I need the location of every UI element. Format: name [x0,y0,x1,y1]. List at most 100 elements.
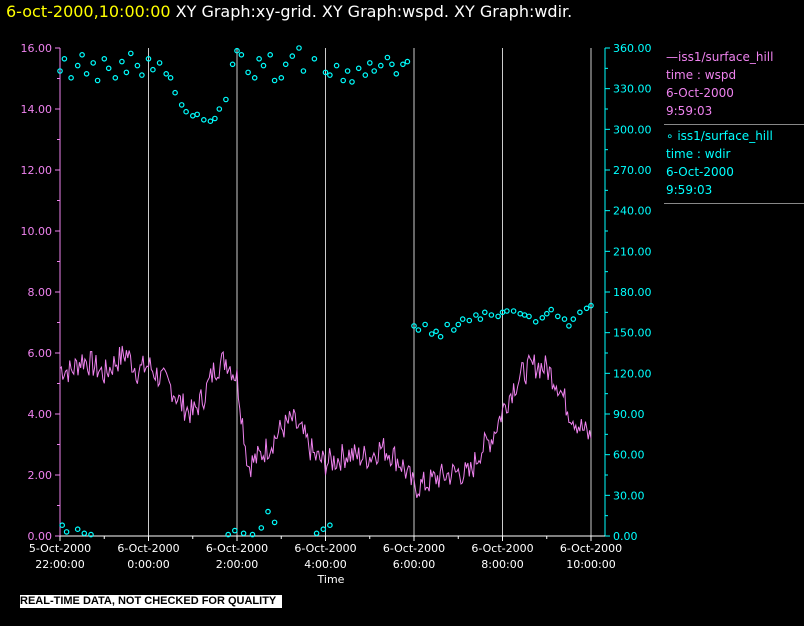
right-tick-label: 150.00 [613,327,652,340]
wdir-point [466,317,473,324]
wdir-point [94,77,101,84]
wdir-point [156,60,163,66]
wdir-point [333,62,340,69]
right-tick-label: 180.00 [613,286,652,299]
wdir-point [79,51,85,58]
wdir-point [311,55,318,62]
legend-entry-wspd: —iss1/surface_hill time : wspd 6-Oct-200… [664,46,804,125]
wdir-point [289,53,296,59]
wdir-point [234,47,240,54]
wdir-point [384,54,391,61]
right-tick-label: 300.00 [613,123,652,136]
wspd-line [59,345,592,498]
x-tick-time: 0:00:00 [127,558,169,571]
wdir-point [88,531,94,538]
wdir-point [139,72,145,78]
wdir-point [207,118,214,125]
wdir-point [190,113,196,119]
wdir-point [400,61,406,68]
x-tick-time: 4:00:00 [304,558,346,571]
wdir-point [119,58,125,65]
right-tick-label: 30.00 [613,489,645,502]
title-timestamp: 6-oct-2000,10:00:00 [6,2,171,21]
wdir-point [554,313,561,320]
x-tick-date: 6-Oct-2000 [560,542,622,555]
wdir-point [433,328,439,335]
wdir-point [327,72,333,78]
wdir-point [201,117,207,123]
wdir-point [167,75,174,81]
wdir-point [112,75,119,81]
x-tick-time: 10:00:00 [566,558,615,571]
quality-notice: REAL-TIME DATA, NOT CHECKED FOR QUALITY [20,595,283,608]
wdir-point [355,65,362,72]
wdir-point [61,55,68,62]
wdir-point [245,69,251,76]
wdir-point [57,68,63,74]
wdir-point [459,316,466,322]
right-tick-label: 360.00 [613,42,652,55]
right-tick-label: 270.00 [613,164,652,177]
wdir-point [411,323,417,329]
wdir-point [63,529,70,535]
left-tick-label: 4.00 [28,408,53,421]
left-tick-label: 12.00 [21,164,53,177]
x-tick-date: 6-Oct-2000 [294,542,356,555]
vertical-grid [148,48,592,536]
x-tick-time: 6:00:00 [393,558,435,571]
wdir-point [495,313,501,320]
wdir-point [450,327,457,333]
wdir-point [455,321,462,328]
wdir-point [561,316,568,322]
wdir-point [249,531,256,538]
legend-wspd-source: —iss1/surface_hill [666,50,774,64]
wdir-point [172,89,178,96]
wdir-point [313,530,320,537]
wdir-point [123,69,130,76]
wdir-point [577,309,583,316]
wdir-point [340,77,347,84]
wdir-point [362,72,369,78]
legend-wspd-field: time : wspd [666,68,737,82]
legend: —iss1/surface_hill time : wspd 6-Oct-200… [664,46,804,204]
x-tick-time: 8:00:00 [481,558,523,571]
right-tick-label: 0.00 [613,530,638,543]
wdir-point [566,323,572,329]
wdir-point [444,321,451,328]
wdir-point [344,68,351,74]
x-tick-date: 6-Oct-2000 [471,542,533,555]
left-tick-label: 6.00 [28,347,53,360]
wdir-point [526,313,532,320]
wdir-point [163,71,170,77]
wdir-point [320,526,327,533]
wdir-point [532,318,539,325]
wdir-point [473,312,479,318]
wdir-point [366,60,373,66]
wdir-point [371,68,378,74]
wdir-point [583,305,590,312]
legend-entry-wdir: ∘ iss1/surface_hill time : wdir 6-Oct-20… [664,125,804,204]
left-axis-ticks: 0.00 2.00 4.00 6.00 8.00 10.00 12.00 14.00 16.00 [21,42,60,543]
wdir-point [521,312,528,318]
wdir-point [212,115,218,122]
wdir-point [415,327,422,333]
wdir-point [81,530,88,537]
wdir-point [216,106,223,112]
left-tick-label: 14.00 [21,103,53,116]
wdir-point [105,65,112,72]
legend-wdir-field: time : wdir [666,147,731,161]
wdir-point [377,62,384,69]
series-wdir [57,45,594,538]
wdir-point [267,51,274,58]
wdir-point [349,79,355,85]
wdir-point [404,58,411,65]
wdir-point [178,102,185,108]
x-axis-label: Time [317,573,345,586]
wdir-point [74,526,81,533]
wdir-point [194,111,201,118]
wdir-point [150,66,156,73]
legend-wspd-time: 9:59:03 [666,104,713,118]
right-tick-label: 240.00 [613,205,652,218]
wdir-point [240,530,247,537]
